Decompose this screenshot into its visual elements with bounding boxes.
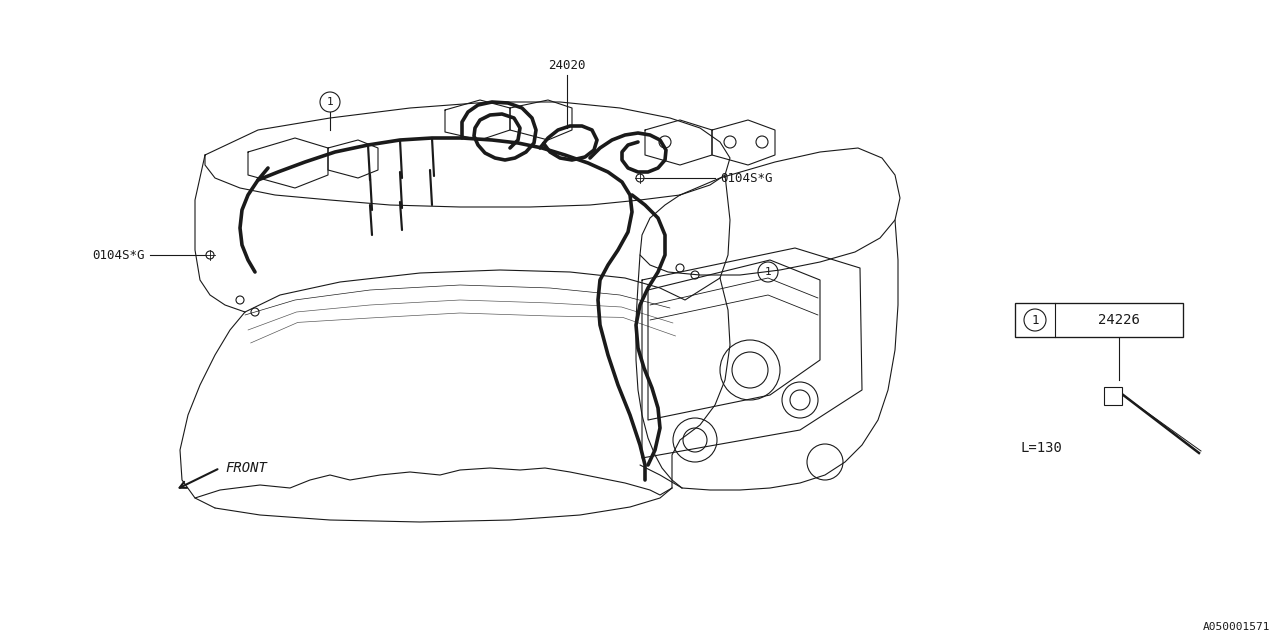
Text: A050001571: A050001571	[1202, 622, 1270, 632]
Text: 0104S*G: 0104S*G	[721, 172, 773, 184]
Bar	[1103, 387, 1123, 405]
Text: FRONT: FRONT	[225, 461, 266, 475]
Text: 1: 1	[326, 97, 333, 107]
Text: 1: 1	[764, 267, 772, 277]
Text: L=130: L=130	[1020, 441, 1062, 455]
Text: 24226: 24226	[1098, 313, 1140, 327]
Text: 1: 1	[1032, 314, 1039, 326]
Text: 24020: 24020	[548, 58, 586, 72]
Text: 0104S*G: 0104S*G	[92, 248, 145, 262]
Bar	[1015, 303, 1183, 337]
